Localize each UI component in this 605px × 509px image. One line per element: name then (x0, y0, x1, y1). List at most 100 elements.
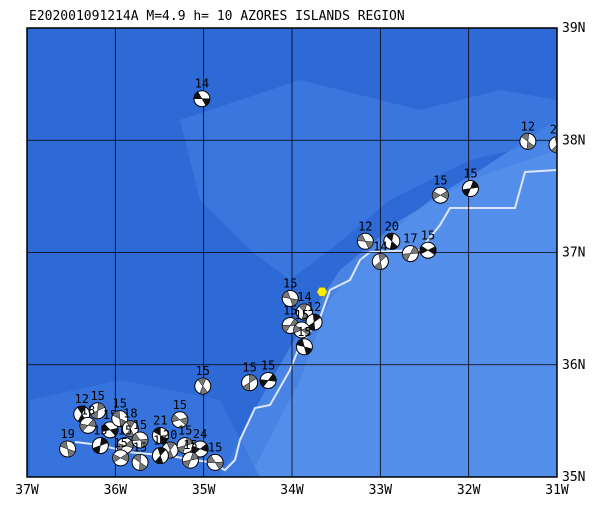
y-tick-label: 35N (562, 470, 585, 485)
depth-label: 15 (208, 440, 222, 454)
focal-mechanism: 12 (356, 219, 374, 250)
x-tick-label: 34W (280, 483, 304, 498)
focal-mechanism: 15 (295, 325, 313, 356)
y-tick-label: 37N (562, 246, 585, 261)
depth-label: 15 (178, 424, 192, 438)
beachball-quadrant (90, 402, 106, 420)
focal-mechanism: 15 (293, 308, 311, 339)
beachball-quadrant (153, 427, 168, 444)
depth-label: 15 (113, 436, 127, 450)
depth-label: 18 (123, 407, 137, 421)
depth-label: 15 (433, 173, 447, 187)
beachball-quadrant (182, 452, 199, 469)
depth-label: 17 (403, 232, 417, 246)
beachball-quadrant (154, 447, 167, 464)
focal-mechanism: 15 (431, 173, 449, 204)
focal-mechanism: 18 (121, 407, 139, 438)
depth-label: 15 (118, 424, 132, 438)
beachball-quadrant (171, 413, 189, 426)
depth-label: 15 (153, 434, 167, 448)
focal-mechanism: 20 (548, 123, 564, 154)
depth-label: 15 (133, 440, 147, 454)
x-tick-label: 32W (457, 483, 481, 498)
focal-mechanism: 20 (383, 219, 401, 250)
focal-mechanism: 15 (181, 438, 199, 469)
beachball-quadrant (197, 377, 209, 395)
x-tick-label: 37W (15, 483, 39, 498)
beachball-quadrant (193, 91, 211, 106)
beachball-quadrant (92, 437, 109, 454)
map-title: E202001091214A M=4.9 h= 10 AZORES ISLAND… (29, 9, 405, 24)
beachball-quadrant (402, 246, 419, 262)
depth-label: 20 (385, 219, 399, 233)
depth-label: 20 (550, 123, 564, 137)
focal-mechanism: 15 (419, 228, 437, 259)
map-frame (26, 27, 558, 478)
beachball-quadrant (419, 245, 437, 255)
focal-mechanism: 12 (305, 300, 323, 331)
depth-label: 15 (283, 277, 297, 291)
beachball-quadrant (357, 233, 374, 249)
depth-label: 15 (183, 438, 197, 452)
y-tick-label: 36N (562, 358, 585, 373)
depth-label: 12 (358, 219, 372, 233)
y-tick-label: 38N (562, 133, 585, 148)
focal-mechanism: 15 (281, 277, 299, 308)
focal-mechanism: 19 (59, 427, 77, 458)
depth-label: 12 (521, 119, 535, 133)
focal-mechanism: 14 (371, 239, 389, 270)
beachball-quadrant (101, 423, 119, 437)
beachball-quadrant (282, 290, 299, 307)
epicenter (316, 287, 328, 297)
focal-mechanism: 15 (151, 434, 169, 465)
focal-mechanism: 12 (519, 119, 537, 150)
depth-label: 15 (294, 308, 308, 322)
beachball-quadrant (125, 420, 135, 437)
depth-label: 15 (297, 325, 311, 339)
focal-mechanism: 14 (193, 77, 211, 108)
beachball-quadrant (432, 190, 449, 200)
focal-mechanism: 15 (194, 364, 212, 395)
beachball-quadrant (133, 454, 147, 471)
x-tick-label: 36W (104, 483, 128, 498)
x-tick-label: 35W (192, 483, 216, 498)
depth-label: 14 (373, 239, 387, 253)
focal-mechanism: 24 (191, 427, 209, 458)
depth-label: 15 (133, 418, 147, 432)
depth-label: 18 (81, 403, 95, 417)
focal-mechanism: 15 (111, 397, 129, 428)
depth-label: 24 (193, 427, 207, 441)
focal-mechanism: 15 (91, 424, 109, 455)
depth-label: 21 (153, 413, 167, 427)
focal-mechanism: 15 (89, 389, 107, 420)
depth-label: 15 (93, 424, 107, 438)
beachball-quadrant (131, 433, 149, 447)
depth-label: 15 (90, 389, 104, 403)
focal-mechanism: 17 (401, 232, 419, 263)
beachball-quadrant (551, 136, 557, 153)
depth-label: 15 (113, 397, 127, 411)
beachball-quadrant (373, 253, 387, 270)
depth-label: 20 (163, 428, 177, 442)
beachball-quadrant (521, 133, 535, 150)
beachball-quadrant (112, 453, 129, 463)
focal-mechanism: 15 (171, 398, 189, 429)
x-tick-label: 31W (545, 483, 569, 498)
focal-mechanism: 15 (241, 361, 259, 392)
focal-mechanism: 15 (206, 440, 224, 471)
beachball-quadrant (206, 455, 224, 470)
focal-mechanism: 18 (79, 403, 97, 434)
depth-label: 14 (297, 290, 311, 304)
focal-mechanism: 15 (131, 418, 149, 449)
depth-label: 15 (261, 358, 275, 372)
beachball-quadrant (259, 373, 277, 388)
depth-label: 15 (196, 364, 210, 378)
beachball-quadrant (296, 338, 313, 355)
focal-mechanism: 15 (112, 436, 130, 467)
depth-label: 15 (463, 167, 477, 181)
beachball-quadrant (462, 180, 479, 197)
x-tick-label: 33W (369, 483, 393, 498)
focal-mechanism: 15 (281, 303, 299, 334)
beachball-quadrant (242, 374, 257, 391)
